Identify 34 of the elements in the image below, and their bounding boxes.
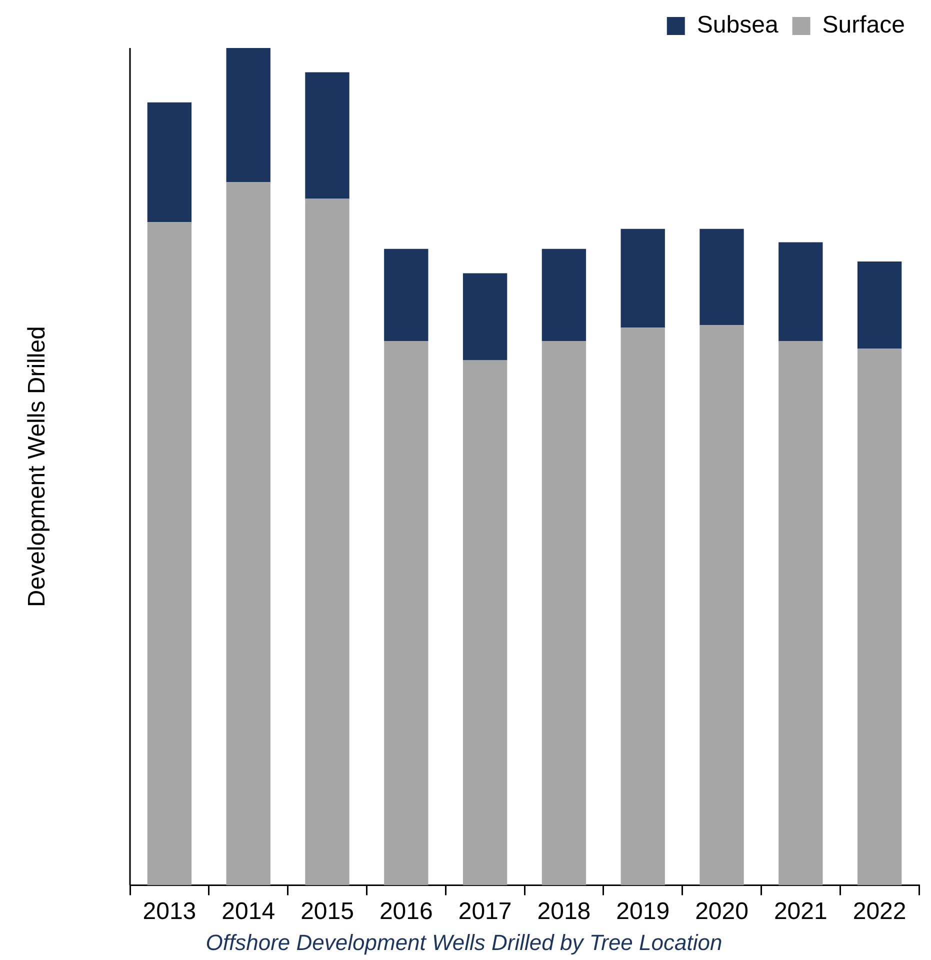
x-tick-label: 2021: [774, 898, 828, 926]
bar: [384, 341, 428, 886]
x-tick-label: 2022: [852, 898, 906, 926]
x-tick-label: 2016: [379, 898, 433, 926]
y-axis-title: Development Wells Drilled: [24, 326, 51, 608]
bar: [778, 242, 823, 342]
legend-label: Surface: [822, 12, 906, 39]
bar: [700, 228, 744, 326]
legend-label: Subsea: [696, 12, 779, 39]
x-tick-label: 2020: [695, 898, 748, 926]
x-tick-label: 2019: [616, 898, 670, 926]
bar: [620, 328, 665, 886]
text: Offshore Development Wells Drilled by Tree Location: [206, 930, 722, 956]
bar: [542, 341, 586, 886]
x-tick-label: 2013: [142, 898, 196, 926]
bar: [462, 360, 508, 886]
bar: [305, 198, 350, 886]
x-tick-label: 2015: [300, 898, 354, 926]
bar: [226, 48, 270, 182]
x-tick-label: 2014: [222, 898, 276, 926]
bar: [305, 72, 350, 199]
bar: [384, 248, 428, 342]
bar: [778, 341, 823, 886]
bar: [226, 182, 270, 886]
bar: [620, 228, 665, 328]
bar: [147, 222, 192, 886]
x-tick-label: 2017: [458, 898, 512, 926]
x-tick-label: 2018: [537, 898, 591, 926]
bar: [857, 348, 902, 886]
bar: [700, 325, 744, 886]
bar: [542, 248, 586, 342]
bar: [857, 261, 902, 349]
bar: [147, 102, 192, 222]
bar: [462, 273, 508, 360]
